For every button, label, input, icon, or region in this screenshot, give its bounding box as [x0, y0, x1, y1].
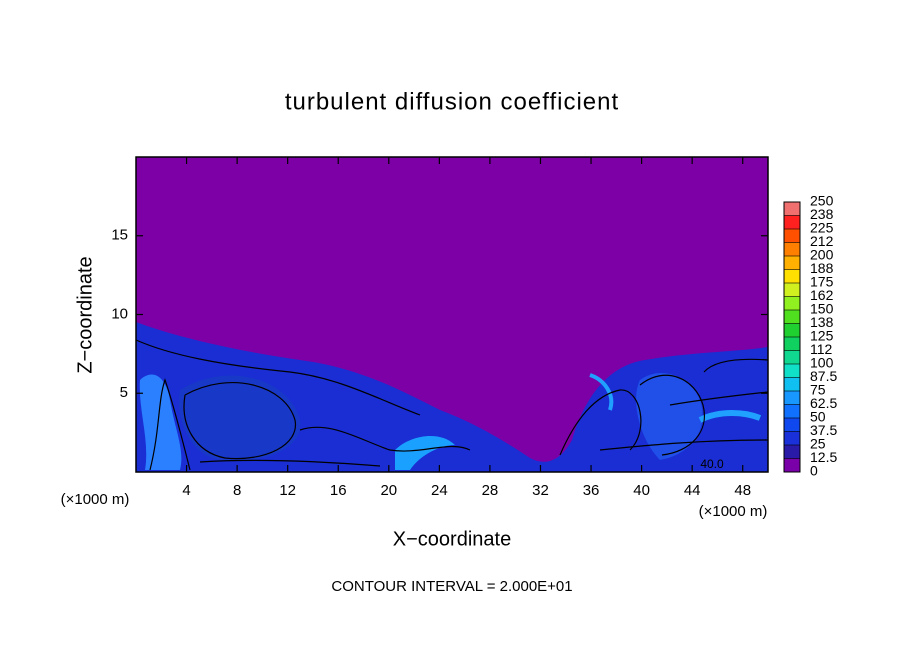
x-unit-label: (×1000 m)	[699, 503, 768, 520]
colorbar-band	[784, 350, 800, 364]
x-tick-label: 24	[431, 482, 448, 499]
chart-title: turbulent diffusion coefficient	[285, 88, 619, 115]
colorbar-band	[784, 283, 800, 297]
colorbar-label: 175	[810, 274, 834, 290]
colorbar-label: 112	[810, 341, 833, 357]
colorbar-label: 200	[810, 247, 834, 263]
colorbar-label: 50	[810, 409, 826, 425]
field: 40.0	[135, 157, 769, 472]
colorbar-band	[784, 418, 800, 432]
colorbar-band	[784, 215, 800, 229]
field-eddy	[636, 372, 703, 460]
field-streak	[589, 373, 614, 411]
field-streak	[395, 435, 455, 470]
colorbar-band	[784, 310, 800, 324]
y-tick-label: 5	[120, 384, 128, 401]
colorbar-band	[784, 391, 800, 405]
colorbar-label: 250	[810, 193, 834, 209]
x-tick-label: 48	[734, 482, 751, 499]
x-tick-label: 32	[532, 482, 549, 499]
y-axis-title: Z−coordinate	[74, 256, 96, 373]
colorbar-band	[784, 229, 800, 243]
x-tick-label: 16	[330, 482, 347, 499]
colorbar-label: 238	[810, 206, 834, 222]
colorbar-label: 138	[810, 314, 834, 330]
colorbar-label: 0	[810, 463, 818, 479]
x-tick-label: 20	[380, 482, 397, 499]
colorbar-label: 12.5	[810, 449, 837, 465]
colorbar-label: 37.5	[810, 422, 837, 438]
colorbar-band	[784, 377, 800, 391]
colorbar-band	[784, 458, 800, 472]
footer-note: CONTOUR INTERVAL = 2.000E+01	[331, 578, 572, 595]
x-tick-label: 4	[182, 482, 190, 499]
colorbar-band	[784, 242, 800, 256]
colorbar-band	[784, 269, 800, 283]
field-eddy	[179, 375, 301, 461]
colorbar-band	[784, 404, 800, 418]
colorbar-band	[784, 431, 800, 445]
colorbar-band	[784, 256, 800, 270]
colorbar-band	[784, 364, 800, 378]
colorbar-label: 225	[810, 220, 834, 236]
colorbar-band	[784, 296, 800, 310]
x-tick-label: 40	[633, 482, 650, 499]
colorbar-label: 188	[810, 260, 834, 276]
colorbar-label: 150	[810, 301, 834, 317]
colorbar-band	[784, 337, 800, 351]
y-tick-label: 10	[111, 305, 128, 322]
y-tick-label: 15	[111, 227, 128, 244]
colorbar-label: 162	[810, 287, 834, 303]
colorbar-label: 25	[810, 436, 826, 452]
colorbar-band	[784, 202, 800, 216]
colorbar-label: 100	[810, 355, 834, 371]
colorbar-label: 125	[810, 328, 834, 344]
field-streak	[139, 374, 182, 470]
colorbar-label: 87.5	[810, 368, 837, 384]
x-unit-label: (×1000 m)	[61, 491, 130, 508]
field-streak	[698, 410, 762, 423]
colorbar-label: 75	[810, 382, 826, 398]
contour-lines	[135, 339, 769, 471]
x-tick-label: 44	[684, 482, 701, 499]
colorbar-band	[784, 323, 800, 337]
contour-label: 40.0	[700, 457, 724, 471]
colorbar-label: 62.5	[810, 395, 837, 411]
colorbar-label: 212	[810, 233, 834, 249]
x-axis-title: X−coordinate	[393, 528, 511, 550]
colorbar-band	[784, 445, 800, 459]
x-tick-label: 36	[583, 482, 600, 499]
x-tick-label: 8	[233, 482, 241, 499]
x-tick-label: 28	[482, 482, 499, 499]
x-tick-label: 12	[279, 482, 296, 499]
